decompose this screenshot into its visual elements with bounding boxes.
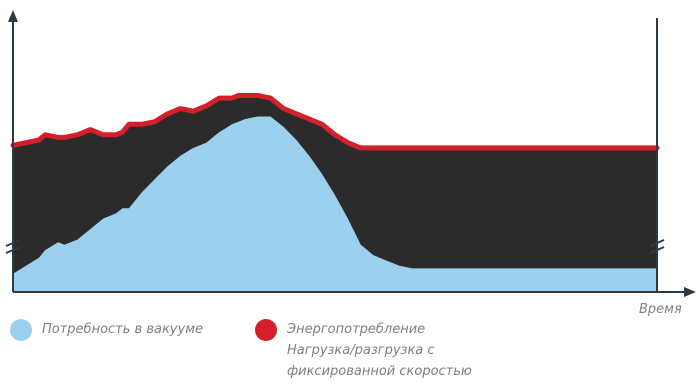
plot-area [10,93,660,292]
legend-dot-energy-icon [255,319,277,341]
legend-label-energy-line3: фиксированной скоростью [287,364,472,379]
axis-break-right-icon [649,239,665,254]
x-axis-arrow-icon [684,287,696,297]
legend-label-demand: Потребность в вакууме [42,322,204,337]
legend-dot-demand-icon [10,319,32,341]
series-energy-line [10,93,660,151]
area-chart [5,10,696,297]
legend-item-energy: Энергопотребление Нагрузка/разгрузка с ф… [255,319,472,382]
legend-label-energy-group: Энергопотребление Нагрузка/разгрузка с ф… [287,319,472,382]
axis-break-left-icon [5,239,21,254]
x-axis-label: Время [639,302,682,317]
legend-label-energy-line2: Нагрузка/разгрузка с [287,343,435,358]
y-axis-arrow-icon [8,10,18,22]
legend-label-energy: Энергопотребление [287,322,426,337]
series-demand-area [13,116,657,292]
legend-item-demand: Потребность в вакууме [10,319,203,341]
